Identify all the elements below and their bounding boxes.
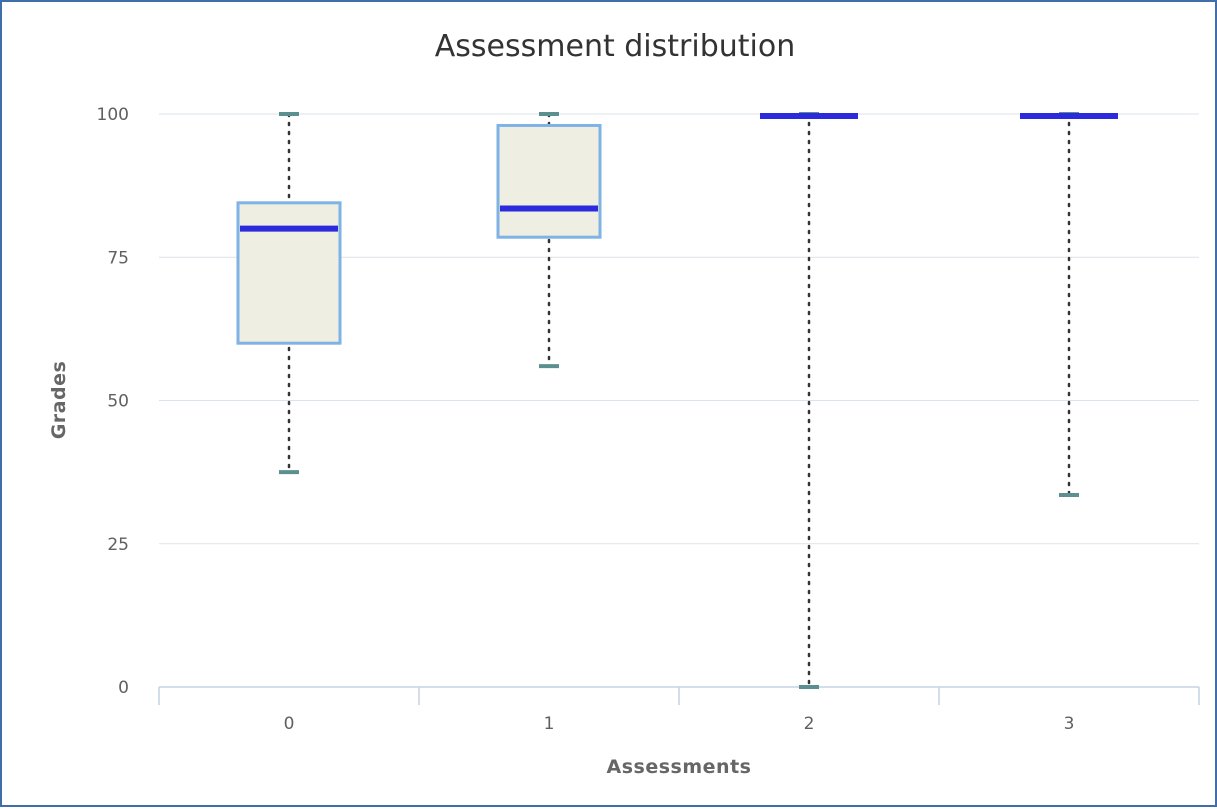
box-3 [1020,112,1118,498]
chart-title: Assessment distribution [435,29,795,64]
x-tick-label: 0 [284,714,295,734]
box-iqr [236,201,342,345]
y-tick-label: 75 [107,248,129,268]
x-axis: 0 1 2 3 [158,686,1200,734]
x-axis-title: Assessments [607,756,752,778]
x-tick-label: 2 [804,714,815,734]
box-2 [760,112,858,689]
box-series [236,112,1118,689]
box-iqr [496,123,602,239]
y-axis-title: Grades [48,361,70,440]
y-tick-label: 0 [118,678,129,698]
x-tick-label: 1 [544,714,555,734]
box-1 [496,112,602,369]
x-tick-label: 3 [1064,714,1075,734]
box-0 [236,112,342,475]
y-tick-label: 25 [107,535,129,555]
y-tick-label: 100 [97,105,129,125]
y-axis-ticks: 0 25 50 75 100 [97,105,129,698]
y-tick-label: 50 [107,392,129,412]
